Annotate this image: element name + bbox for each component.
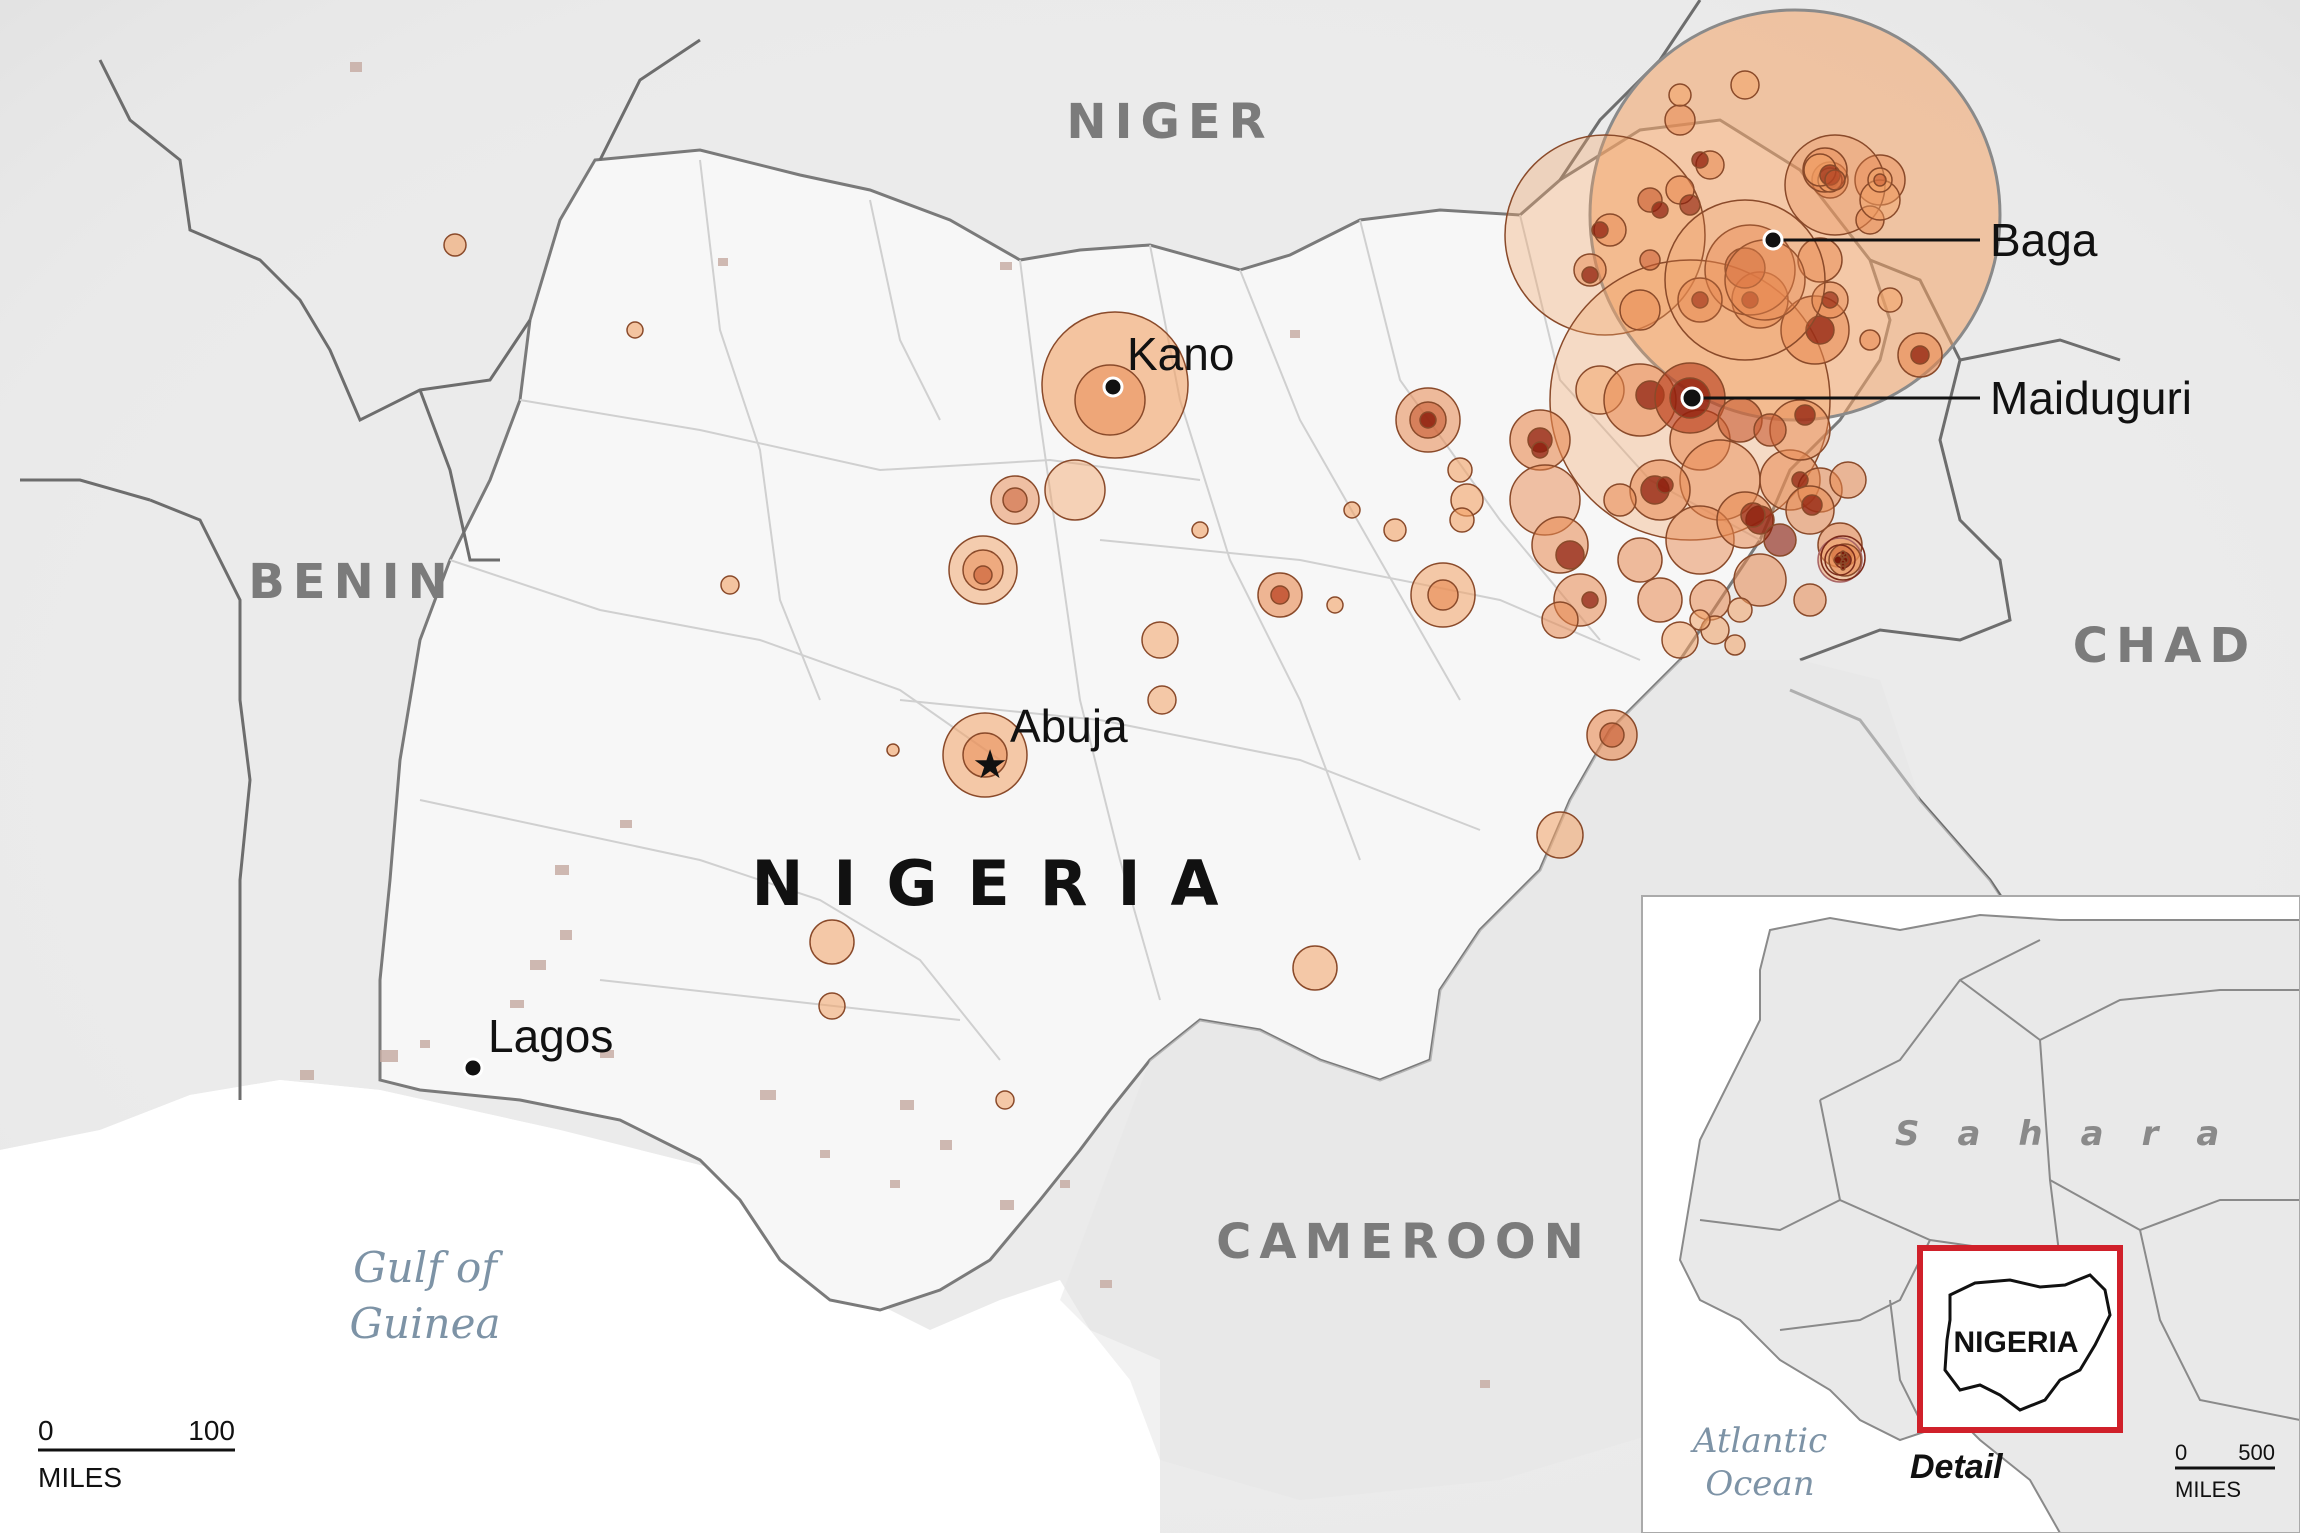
scale-bar: 0 100 MILES: [38, 1415, 235, 1493]
inset-ocean-line2: Ocean: [1705, 1464, 1814, 1504]
inset-frame: [1641, 895, 2300, 1533]
label-kano: Kano: [1127, 328, 1234, 380]
capital-star-icon: ★: [972, 742, 1008, 788]
attack-bubbles: [443, 8, 2002, 1110]
state-borders: [419, 159, 1761, 1061]
inset-scale-bar: 0 500 MILES: [2175, 1440, 2275, 1502]
label-chad: CHAD: [2073, 618, 2257, 674]
scale-zero: 0: [38, 1415, 54, 1446]
label-abuja: Abuja: [1010, 700, 1128, 752]
inset-ocean-line1: Atlantic: [1690, 1421, 1827, 1461]
inset-map: Sahara NIGERIA Detail Atlantic Ocean 0 5…: [1641, 895, 2300, 1533]
scale-max: 100: [188, 1415, 235, 1446]
urban-areas: [300, 62, 1490, 1388]
scale-unit: MILES: [38, 1462, 122, 1493]
city-marker-maiduguri: [1680, 386, 1704, 410]
city-marker-lagos: [462, 1057, 484, 1079]
label-gulf-line2: Guinea: [350, 1299, 501, 1348]
inset-scale-zero: 0: [2175, 1440, 2187, 1465]
inset-scale-unit: MILES: [2175, 1477, 2241, 1502]
inset-scale-max: 500: [2238, 1440, 2275, 1465]
label-maiduguri: Maiduguri: [1990, 372, 2192, 424]
label-benin: BENIN: [248, 554, 456, 610]
inset-nigeria-shape: [1943, 1273, 2112, 1412]
inset-sahara-label: Sahara: [1895, 1114, 2257, 1154]
label-gulf-line1: Gulf of: [353, 1243, 503, 1292]
label-cameroon: CAMEROON: [1216, 1214, 1592, 1270]
inset-africa-land: [1678, 913, 2300, 1533]
label-baga: Baga: [1990, 214, 2098, 266]
label-lagos: Lagos: [488, 1010, 613, 1062]
inset-detail-label: Detail: [1910, 1448, 2004, 1486]
label-nigeria: NIGERIA: [752, 847, 1249, 920]
city-marker-baga: [1762, 229, 1784, 251]
label-niger: NIGER: [1066, 94, 1273, 150]
inset-nigeria-label: NIGERIA: [1953, 1326, 2078, 1359]
city-marker-kano: [1102, 376, 1124, 398]
ocean: [0, 1080, 1160, 1533]
